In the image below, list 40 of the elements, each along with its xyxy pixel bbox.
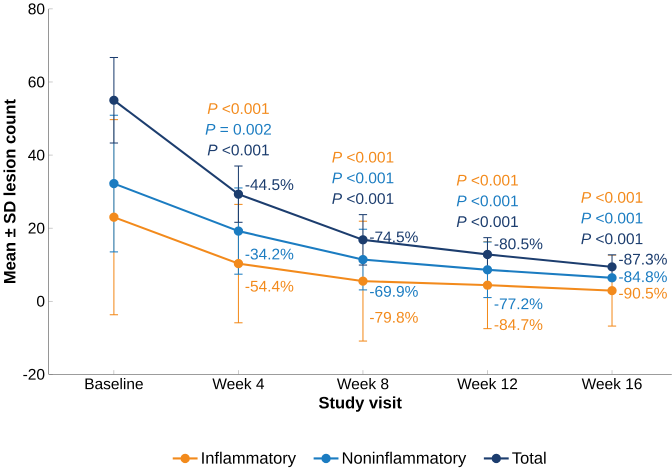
annotation: P <0.001 [332, 192, 394, 204]
x-tick-label: Week 8 [336, 378, 388, 390]
annotation: -34.2% [246, 248, 294, 260]
annotation: P <0.001 [332, 172, 394, 184]
annotation: -69.9% [370, 286, 418, 297]
annotation: P <0.001 [581, 233, 642, 244]
annotation: P <0.001 [208, 144, 269, 156]
annotation: -74.5% [370, 231, 418, 242]
x-tick-label: Baseline [85, 378, 143, 390]
annotation: P <0.001 [456, 195, 518, 206]
annotation: -44.5% [246, 179, 294, 190]
annotation: P <0.001 [456, 174, 518, 186]
annotation: -84.7% [494, 318, 542, 330]
x-tick-label: Week 16 [582, 378, 642, 390]
annotation: P <0.001 [208, 102, 269, 114]
annotation: P <0.001 [332, 152, 394, 162]
annotation: -90.5% [619, 288, 667, 298]
x-tick-label: Week 12 [457, 378, 518, 390]
annotation: -77.2% [494, 298, 542, 310]
y-tick-label: 20 [28, 222, 44, 234]
legend-label: Inflammatory [202, 452, 296, 467]
annotation: P <0.001 [581, 212, 642, 224]
legend-label: Noninflammatory [342, 452, 466, 467]
y-tick-label: -20 [23, 368, 44, 380]
annotation: P = 0.002 [206, 124, 271, 135]
annotation: -80.5% [494, 238, 542, 250]
legend-label: Total [512, 452, 546, 464]
y-tick-label: 80 [28, 3, 44, 14]
y-axis-title: Mean ± SD lesion count [3, 99, 16, 283]
annotation: P <0.001 [456, 216, 518, 227]
annotation: -87.3% [619, 254, 667, 265]
x-tick-label: Week 4 [212, 378, 264, 390]
annotation: P <0.001 [581, 192, 642, 203]
x-axis-title: Study visit [318, 396, 402, 412]
y-tick-label: 40 [28, 149, 44, 160]
annotation: -79.8% [370, 312, 418, 323]
y-tick-label: 0 [36, 296, 44, 307]
annotation: -54.4% [246, 280, 294, 292]
y-tick-label: 60 [28, 76, 44, 88]
annotation: -84.8% [619, 271, 667, 282]
